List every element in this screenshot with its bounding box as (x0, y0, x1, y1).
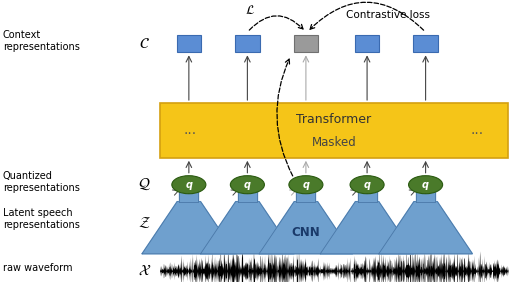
FancyBboxPatch shape (235, 35, 260, 52)
Polygon shape (320, 202, 414, 254)
Text: ...: ... (471, 124, 484, 137)
Circle shape (409, 176, 443, 194)
Circle shape (172, 176, 206, 194)
FancyBboxPatch shape (355, 35, 379, 52)
FancyArrowPatch shape (277, 59, 293, 176)
Text: q: q (185, 180, 193, 190)
Text: Context
representations: Context representations (3, 30, 80, 52)
Text: Quantized
representations: Quantized representations (3, 171, 80, 193)
Text: q: q (302, 180, 310, 190)
FancyArrowPatch shape (310, 2, 423, 30)
Text: Contrastive loss: Contrastive loss (346, 10, 430, 20)
Text: Latent speech
representations: Latent speech representations (3, 208, 80, 230)
Text: Masked: Masked (311, 136, 356, 149)
FancyBboxPatch shape (160, 103, 508, 158)
Polygon shape (238, 190, 257, 202)
FancyBboxPatch shape (413, 35, 438, 52)
FancyBboxPatch shape (294, 35, 318, 52)
Text: $\mathcal{X}$: $\mathcal{X}$ (138, 263, 151, 278)
Text: $\mathcal{Z}$: $\mathcal{Z}$ (138, 215, 151, 230)
Polygon shape (416, 190, 435, 202)
Text: raw waveform: raw waveform (3, 263, 72, 273)
Text: $\mathcal{L}$: $\mathcal{L}$ (245, 5, 255, 17)
Text: $\mathcal{Q}$: $\mathcal{Q}$ (138, 177, 151, 192)
Polygon shape (296, 190, 315, 202)
Polygon shape (379, 202, 472, 254)
Text: q: q (422, 180, 429, 190)
FancyBboxPatch shape (177, 35, 201, 52)
FancyArrowPatch shape (250, 16, 303, 30)
Circle shape (350, 176, 384, 194)
Text: Transformer: Transformer (296, 113, 371, 126)
Polygon shape (259, 202, 353, 254)
Polygon shape (179, 190, 198, 202)
Polygon shape (358, 190, 377, 202)
Text: ...: ... (184, 124, 197, 137)
Text: q: q (363, 180, 371, 190)
Circle shape (230, 176, 264, 194)
Polygon shape (142, 202, 236, 254)
Text: $\mathcal{C}$: $\mathcal{C}$ (139, 36, 150, 51)
Text: CNN: CNN (292, 226, 320, 239)
Circle shape (289, 176, 323, 194)
Polygon shape (201, 202, 294, 254)
Text: q: q (244, 180, 251, 190)
